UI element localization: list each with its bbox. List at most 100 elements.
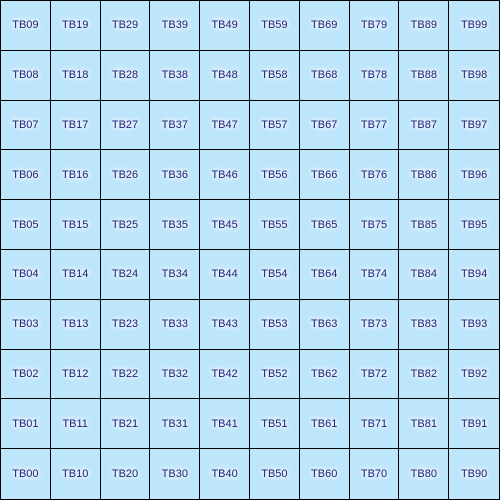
grid-button-tb25[interactable]: TB25 — [100, 200, 151, 250]
grid-button-tb28[interactable]: TB28 — [100, 50, 151, 101]
grid-button-tb22[interactable]: TB22 — [100, 349, 151, 400]
grid-button-tb80[interactable]: TB80 — [399, 449, 450, 499]
grid-button-tb60[interactable]: TB60 — [299, 449, 350, 499]
grid-button-tb45[interactable]: TB45 — [200, 200, 250, 250]
grid-button-tb32[interactable]: TB32 — [150, 349, 201, 400]
grid-button-tb81[interactable]: TB81 — [399, 399, 450, 450]
grid-button-tb15[interactable]: TB15 — [50, 200, 101, 250]
grid-button-tb77[interactable]: TB77 — [349, 100, 400, 151]
grid-button-tb49[interactable]: TB49 — [200, 1, 250, 51]
grid-button-tb64[interactable]: TB64 — [299, 249, 350, 300]
grid-button-tb79[interactable]: TB79 — [349, 1, 400, 51]
grid-button-tb09[interactable]: TB09 — [1, 1, 51, 51]
grid-button-tb13[interactable]: TB13 — [50, 299, 101, 350]
grid-button-tb65[interactable]: TB65 — [299, 200, 350, 250]
grid-button-tb83[interactable]: TB83 — [399, 299, 450, 350]
grid-button-tb54[interactable]: TB54 — [249, 249, 300, 300]
grid-button-tb93[interactable]: TB93 — [449, 299, 499, 350]
grid-button-tb26[interactable]: TB26 — [100, 150, 151, 201]
grid-button-tb89[interactable]: TB89 — [399, 1, 450, 51]
grid-button-tb97[interactable]: TB97 — [449, 100, 499, 151]
grid-button-tb08[interactable]: TB08 — [1, 50, 51, 101]
grid-button-tb69[interactable]: TB69 — [299, 1, 350, 51]
grid-button-tb27[interactable]: TB27 — [100, 100, 151, 151]
grid-button-tb67[interactable]: TB67 — [299, 100, 350, 151]
grid-button-tb37[interactable]: TB37 — [150, 100, 201, 151]
grid-button-tb78[interactable]: TB78 — [349, 50, 400, 101]
grid-button-tb86[interactable]: TB86 — [399, 150, 450, 201]
grid-button-tb94[interactable]: TB94 — [449, 249, 499, 300]
grid-button-tb96[interactable]: TB96 — [449, 150, 499, 201]
grid-button-tb72[interactable]: TB72 — [349, 349, 400, 400]
grid-button-tb63[interactable]: TB63 — [299, 299, 350, 350]
grid-button-tb21[interactable]: TB21 — [100, 399, 151, 450]
grid-button-tb85[interactable]: TB85 — [399, 200, 450, 250]
grid-button-tb51[interactable]: TB51 — [249, 399, 300, 450]
grid-button-tb75[interactable]: TB75 — [349, 200, 400, 250]
grid-button-tb62[interactable]: TB62 — [299, 349, 350, 400]
grid-button-tb14[interactable]: TB14 — [50, 249, 101, 300]
grid-button-tb00[interactable]: TB00 — [1, 449, 51, 499]
grid-button-tb46[interactable]: TB46 — [200, 150, 250, 201]
grid-button-tb70[interactable]: TB70 — [349, 449, 400, 499]
grid-button-tb47[interactable]: TB47 — [200, 100, 250, 151]
grid-button-tb56[interactable]: TB56 — [249, 150, 300, 201]
grid-button-tb39[interactable]: TB39 — [150, 1, 201, 51]
grid-button-tb20[interactable]: TB20 — [100, 449, 151, 499]
grid-button-tb99[interactable]: TB99 — [449, 1, 499, 51]
grid-button-tb16[interactable]: TB16 — [50, 150, 101, 201]
grid-button-tb18[interactable]: TB18 — [50, 50, 101, 101]
grid-button-tb84[interactable]: TB84 — [399, 249, 450, 300]
grid-button-tb36[interactable]: TB36 — [150, 150, 201, 201]
grid-button-tb30[interactable]: TB30 — [150, 449, 201, 499]
grid-button-tb12[interactable]: TB12 — [50, 349, 101, 400]
grid-button-tb74[interactable]: TB74 — [349, 249, 400, 300]
grid-button-tb55[interactable]: TB55 — [249, 200, 300, 250]
grid-button-tb03[interactable]: TB03 — [1, 299, 51, 350]
grid-button-tb10[interactable]: TB10 — [50, 449, 101, 499]
grid-button-tb34[interactable]: TB34 — [150, 249, 201, 300]
grid-button-tb04[interactable]: TB04 — [1, 249, 51, 300]
grid-button-tb82[interactable]: TB82 — [399, 349, 450, 400]
grid-button-tb17[interactable]: TB17 — [50, 100, 101, 151]
grid-button-tb35[interactable]: TB35 — [150, 200, 201, 250]
grid-button-tb33[interactable]: TB33 — [150, 299, 201, 350]
grid-button-tb52[interactable]: TB52 — [249, 349, 300, 400]
grid-button-tb53[interactable]: TB53 — [249, 299, 300, 350]
grid-button-tb61[interactable]: TB61 — [299, 399, 350, 450]
grid-button-tb73[interactable]: TB73 — [349, 299, 400, 350]
grid-button-tb95[interactable]: TB95 — [449, 200, 499, 250]
grid-button-tb88[interactable]: TB88 — [399, 50, 450, 101]
grid-button-tb38[interactable]: TB38 — [150, 50, 201, 101]
grid-button-tb87[interactable]: TB87 — [399, 100, 450, 151]
grid-button-tb90[interactable]: TB90 — [449, 449, 499, 499]
grid-button-tb07[interactable]: TB07 — [1, 100, 51, 151]
grid-button-tb91[interactable]: TB91 — [449, 399, 499, 450]
grid-button-tb76[interactable]: TB76 — [349, 150, 400, 201]
grid-button-tb48[interactable]: TB48 — [200, 50, 250, 101]
grid-button-tb68[interactable]: TB68 — [299, 50, 350, 101]
grid-button-tb41[interactable]: TB41 — [200, 399, 250, 450]
grid-button-tb23[interactable]: TB23 — [100, 299, 151, 350]
grid-button-tb44[interactable]: TB44 — [200, 249, 250, 300]
grid-button-tb71[interactable]: TB71 — [349, 399, 400, 450]
grid-button-tb05[interactable]: TB05 — [1, 200, 51, 250]
grid-button-tb31[interactable]: TB31 — [150, 399, 201, 450]
grid-button-tb40[interactable]: TB40 — [200, 449, 250, 499]
grid-button-tb29[interactable]: TB29 — [100, 1, 151, 51]
grid-button-tb58[interactable]: TB58 — [249, 50, 300, 101]
grid-button-tb57[interactable]: TB57 — [249, 100, 300, 151]
grid-button-tb42[interactable]: TB42 — [200, 349, 250, 400]
grid-button-tb01[interactable]: TB01 — [1, 399, 51, 450]
grid-button-tb66[interactable]: TB66 — [299, 150, 350, 201]
grid-button-tb06[interactable]: TB06 — [1, 150, 51, 201]
grid-button-tb19[interactable]: TB19 — [50, 1, 101, 51]
grid-button-tb92[interactable]: TB92 — [449, 349, 499, 400]
grid-button-tb98[interactable]: TB98 — [449, 50, 499, 101]
grid-button-tb50[interactable]: TB50 — [249, 449, 300, 499]
grid-button-tb43[interactable]: TB43 — [200, 299, 250, 350]
grid-button-tb24[interactable]: TB24 — [100, 249, 151, 300]
grid-button-tb02[interactable]: TB02 — [1, 349, 51, 400]
grid-button-tb59[interactable]: TB59 — [249, 1, 300, 51]
grid-button-tb11[interactable]: TB11 — [50, 399, 101, 450]
